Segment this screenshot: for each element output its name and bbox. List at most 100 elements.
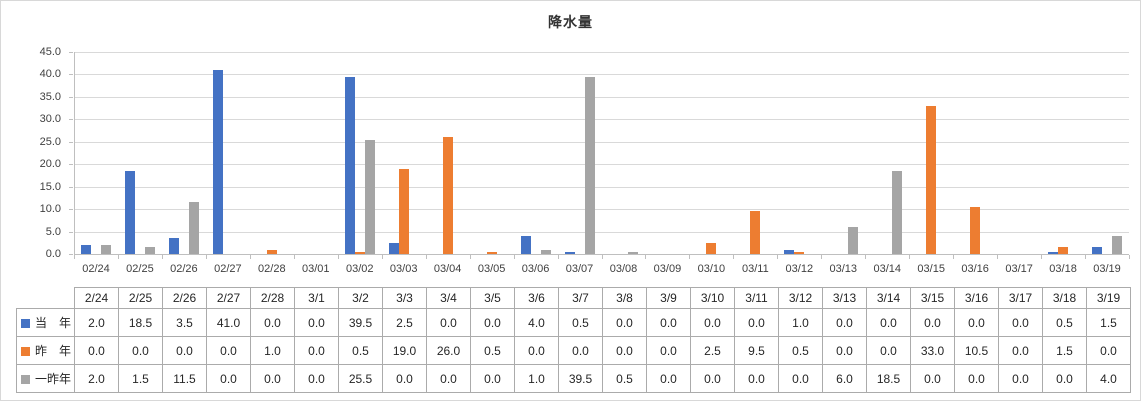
table-value-cell: 41.0 [206,308,251,337]
bar-当年-02/25 [124,170,135,254]
table-value-cell: 1.0 [250,336,295,365]
table-value-cell: 25.5 [338,364,383,393]
y-axis-tick [69,164,73,166]
table-value-cell: 0.0 [1042,364,1087,393]
bar-一昨年-03/02 [364,139,375,254]
bar-一昨年-03/14 [892,170,903,254]
y-axis-tick [69,231,73,233]
table-value-cell: 0.0 [162,336,207,365]
table-header-date: 3/17 [998,287,1043,309]
legend-swatch-icon [21,375,30,384]
x-axis-tick [557,255,559,259]
x-axis-tick [909,255,911,259]
y-axis-label: 20.0 [39,158,61,171]
table-value-cell: 2.0 [74,308,119,337]
y-axis-label: 45.0 [39,46,61,58]
table-value-cell: 0.0 [866,308,911,337]
table-value-cell: 2.5 [382,308,427,337]
x-axis-tick [1085,255,1087,259]
x-axis-label: 03/14 [873,263,901,275]
gridline [74,209,1129,211]
legend-swatch-icon [21,319,30,328]
table-value-cell: 10.5 [954,336,999,365]
table-value-cell: 1.5 [1086,308,1131,337]
x-axis-label: 03/03 [389,263,418,275]
table-value-cell: 0.0 [206,336,251,365]
x-axis-label: 02/25 [126,263,154,275]
table-value-cell: 0.0 [954,308,999,337]
table-value-cell: 0.5 [1042,308,1087,337]
table-header-date: 3/6 [514,287,559,309]
table-value-cell: 11.5 [162,364,207,393]
table-value-cell: 18.5 [118,308,163,337]
x-axis-tick [161,255,163,259]
y-axis-label: 40.0 [39,68,61,81]
y-axis-tick [69,254,73,255]
x-axis-tick [425,255,427,259]
table-value-cell: 0.0 [294,336,339,365]
x-axis-tick [337,255,339,259]
x-axis-label: 03/19 [1093,263,1121,275]
table-value-cell: 0.0 [250,308,295,337]
x-axis-label: 03/11 [741,263,769,275]
table-value-cell: 0.0 [646,336,691,365]
table-value-cell: 19.0 [382,336,427,365]
y-axis-tick [69,74,73,76]
bar-昨年-03/04 [442,137,453,254]
x-axis-label: 03/04 [433,263,462,275]
table-header-date: 3/18 [1042,287,1087,309]
table-value-cell: 0.0 [998,308,1043,337]
bar-当年-03/12 [784,249,795,254]
table-value-cell: 0.0 [822,336,867,365]
series-name: 昨 年 [35,344,72,358]
x-axis-tick [645,255,647,259]
bar-当年-03/07 [564,251,575,254]
x-axis-label: 03/06 [521,263,550,275]
table-header-date: 3/11 [734,287,779,309]
x-axis-label: 03/02 [345,263,374,275]
table-row: 一昨年 2.0 1.5 11.5 0.0 0.0 0.0 25.5 0.0 0.0 0.0 1.0 39… [16,364,1131,393]
y-axis-tick [69,96,73,98]
table-header-date: 3/16 [954,287,999,309]
table-value-cell: 1.5 [118,364,163,393]
y-axis-tick [69,186,73,188]
bar-当年-03/18 [1048,251,1059,254]
bar-昨年-03/03 [398,168,409,254]
bar-一昨年-03/07 [584,76,595,254]
bar-一昨年-02/26 [188,202,199,254]
x-axis-label: 03/12 [785,263,814,275]
x-axis-tick [469,255,471,259]
table-header-date: 2/28 [250,287,295,309]
series-name: 当 年 [35,316,72,330]
table-value-cell: 26.0 [426,336,471,365]
table-value-cell: 0.0 [646,364,691,393]
x-axis-label: 02/24 [82,263,110,275]
x-axis-tick [953,255,955,259]
table-value-cell: 0.0 [558,336,603,365]
table-header-date: 3/2 [338,287,383,309]
table-value-cell: 0.0 [602,336,647,365]
table-value-cell: 3.5 [162,308,207,337]
gridline [74,52,1129,53]
table-row: 当 年 2.0 18.5 3.5 41.0 0.0 0.0 39.5 2.5 0.0 0.0 4.0 0… [16,308,1131,337]
x-axis-tick [689,255,691,259]
bar-一昨年-02/24 [100,245,111,254]
table-row-label: 昨 年 [16,336,75,365]
bar-当年-03/03 [388,242,399,254]
x-axis-label: 02/26 [170,263,198,275]
table-value-cell: 0.0 [954,364,999,393]
x-axis-label: 03/01 [301,263,330,275]
table-header-date: 2/26 [162,287,207,309]
table-value-cell: 39.5 [558,364,603,393]
table-header-date: 3/1 [294,287,339,309]
table-value-cell: 0.0 [998,364,1043,393]
table-value-cell: 0.0 [690,364,735,393]
y-axis-tick [69,209,73,211]
table-header-date: 3/10 [690,287,735,309]
table-header-date: 3/19 [1086,287,1131,309]
y-axis-line [74,52,75,254]
table-header-date: 3/8 [602,287,647,309]
table-value-cell: 2.0 [74,364,119,393]
table-header-date: 3/13 [822,287,867,309]
series-name: 一昨年 [35,372,72,386]
